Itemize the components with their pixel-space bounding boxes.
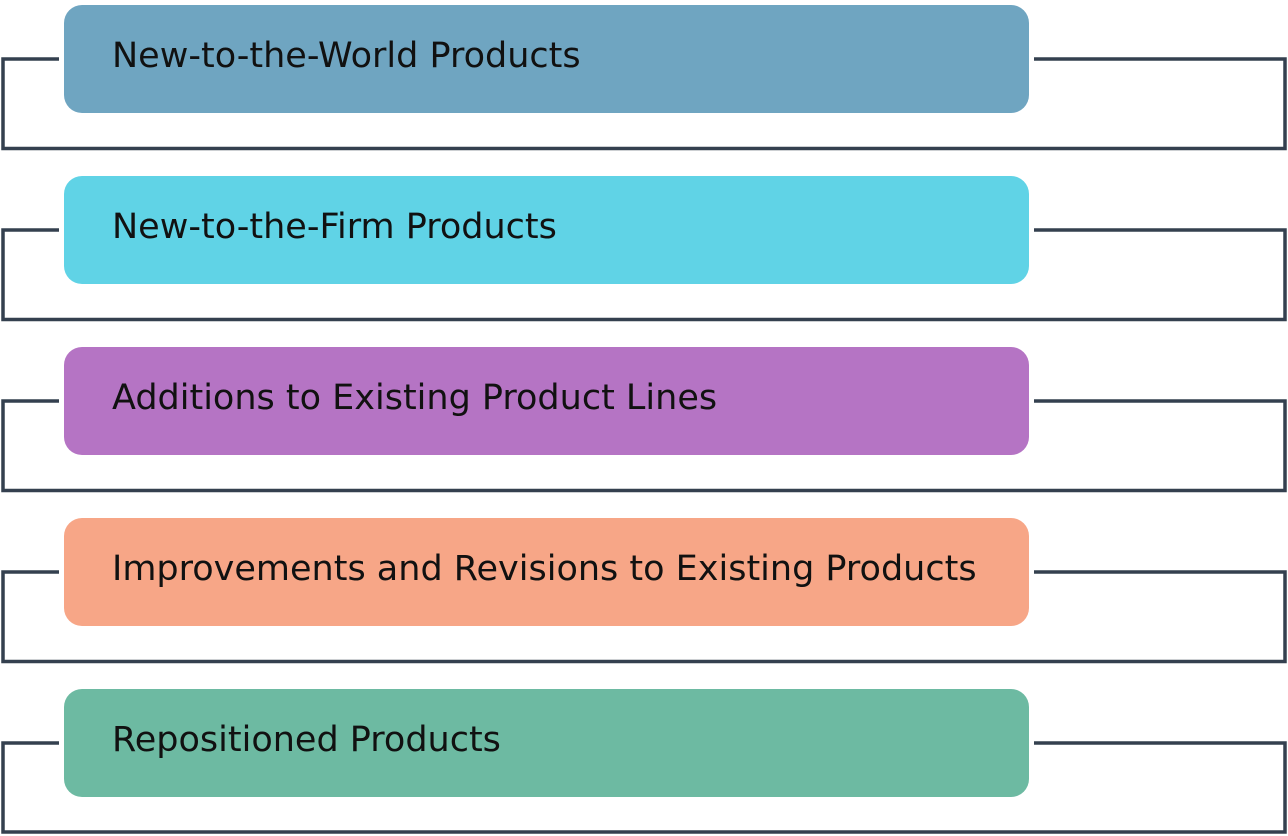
category-label: Improvements and Revisions to Existing P… xyxy=(112,549,977,589)
category-label: New-to-the-Firm Products xyxy=(112,207,557,247)
category-box xyxy=(64,347,1029,455)
bracket-connector xyxy=(1,570,1287,664)
category-box xyxy=(64,689,1029,797)
category-box xyxy=(64,176,1029,284)
category-label: Additions to Existing Product Lines xyxy=(112,378,717,418)
category-box xyxy=(64,5,1029,113)
bracket-connector xyxy=(1,741,1287,834)
category-row-3: Additions to Existing Product Lines xyxy=(1,347,1287,493)
category-row-2: New-to-the-Firm Products xyxy=(1,176,1287,322)
category-label: Repositioned Products xyxy=(112,720,501,760)
bracket-connector xyxy=(1,228,1287,322)
bracket-connector xyxy=(1,57,1287,151)
category-row-5: Repositioned Products xyxy=(1,689,1287,834)
category-row-4: Improvements and Revisions to Existing P… xyxy=(1,518,1287,664)
bracket-connector xyxy=(1,399,1287,493)
category-label: New-to-the-World Products xyxy=(112,36,581,76)
category-box xyxy=(64,518,1029,626)
category-row-1: New-to-the-World Products xyxy=(1,5,1287,151)
